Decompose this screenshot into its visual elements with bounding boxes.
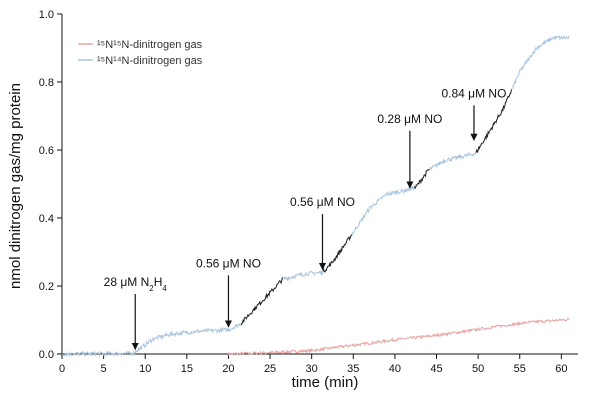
x-tick-label: 40 (389, 363, 401, 375)
chart-legend: ¹⁵N¹⁵N-dinitrogen gas ¹⁵N¹⁴N-dinitrogen … (78, 39, 203, 67)
x-tick-label: 0 (59, 363, 65, 375)
y-tick-label: 0.4 (39, 213, 54, 225)
legend-label-15n15n: ¹⁵N¹⁵N-dinitrogen gas (97, 39, 203, 51)
annotation-label: 0.84 μM NO (441, 86, 506, 100)
annotation-label: 28 μM N2H4 (104, 275, 168, 293)
annotation-label: 0.56 μM NO (290, 195, 355, 209)
chart-axes: 0 5 10 15 20 25 30 35 40 45 50 55 60 0.0 0.2 0.4 0.6 0.8 1… (39, 9, 578, 375)
x-tick-label: 15 (181, 363, 193, 375)
x-tick-label: 5 (101, 363, 107, 375)
x-tick-label: 10 (139, 363, 151, 375)
legend-label-15n14n: ¹⁵N¹⁴N-dinitrogen gas (97, 55, 203, 67)
x-tick-label: 25 (264, 363, 276, 375)
chart-series (61, 34, 570, 358)
annotation-label: 0.56 μM NO (196, 256, 261, 270)
y-axis-title: nmol dinitrogen gas/mg protein (7, 83, 24, 289)
x-tick-label: 50 (472, 363, 484, 375)
x-tick-label: 60 (555, 363, 567, 375)
y-tick-label: 0.8 (39, 77, 54, 89)
y-tick-label: 1.0 (39, 9, 54, 21)
no-response-segment (475, 89, 512, 154)
y-tick-label: 0.6 (39, 145, 54, 157)
x-tick-label: 35 (347, 363, 359, 375)
x-axis-title: time (min) (292, 374, 359, 391)
y-tick-label: 0.2 (39, 281, 54, 293)
no-response-segment (240, 277, 283, 326)
series-line-15n15n (228, 317, 570, 357)
x-tick-label: 45 (430, 363, 442, 375)
chart-annotations: 28 μM N2H4 0.56 μM NO 0.56 μM NO 0.28 μM NO… (104, 86, 506, 351)
y-tick-label: 0.0 (39, 349, 54, 361)
annotation-label: 0.28 μM NO (377, 112, 442, 126)
x-tick-label: 55 (514, 363, 526, 375)
x-tick-label: 30 (306, 363, 318, 375)
no-response-segment (322, 234, 353, 273)
no-response-segment (413, 168, 430, 189)
x-tick-label: 20 (222, 363, 234, 375)
